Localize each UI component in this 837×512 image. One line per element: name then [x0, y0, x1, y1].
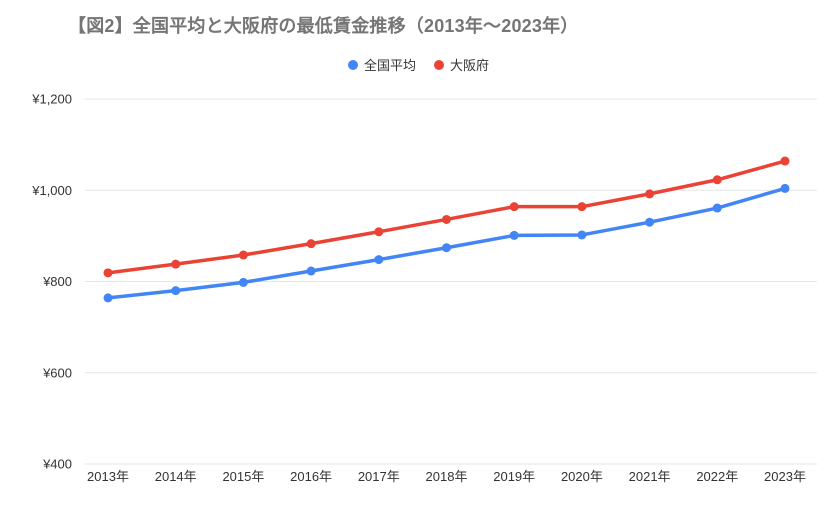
data-point-osaka-2019年 [509, 202, 519, 212]
data-point-national-average-2021年 [645, 217, 655, 227]
legend-swatch-national-average [347, 59, 358, 70]
legend: 全国平均 大阪府 [0, 55, 837, 74]
data-point-national-average-2014年 [171, 286, 181, 296]
x-axis-tick-label: 2014年 [155, 469, 197, 484]
data-point-osaka-2022年 [712, 175, 722, 185]
x-axis-tick-label: 2016年 [290, 469, 332, 484]
legend-item-osaka: 大阪府 [434, 55, 489, 74]
data-point-osaka-2015年 [238, 250, 248, 260]
x-axis-tick-label: 2021年 [629, 469, 671, 484]
data-point-national-average-2022年 [712, 203, 722, 213]
legend-swatch-osaka [434, 59, 444, 70]
y-axis-tick-label: ¥600 [42, 365, 72, 380]
legend-label-osaka: 大阪府 [450, 58, 490, 73]
line-chart: ¥400 ¥600 ¥800 ¥1,000 ¥1,200 2013年 2014年 2015年 2… [31, 92, 817, 484]
data-point-osaka-2021年 [645, 189, 655, 199]
x-axis-tick-label: 2018年 [426, 469, 468, 484]
x-axis-tick-label: 2023年 [764, 469, 806, 484]
y-axis-tick-label: ¥400 [42, 457, 72, 472]
data-point-osaka-2023年 [780, 156, 790, 166]
x-axis-tick-label: 2019年 [493, 469, 535, 484]
data-point-national-average-2015年 [238, 277, 248, 287]
data-point-osaka-2017年 [374, 227, 384, 237]
legend-label-national-average: 全国平均 [363, 58, 416, 73]
data-point-national-average-2019年 [509, 230, 519, 240]
y-axis-tick-label: ¥1,200 [31, 92, 72, 107]
data-point-national-average-2023年 [780, 183, 790, 193]
x-axis-tick-label: 2022年 [696, 469, 738, 484]
data-point-national-average-2013年 [103, 293, 113, 303]
x-axis-tick-label: 2017年 [358, 469, 400, 484]
data-point-osaka-2020年 [577, 202, 587, 212]
chart-title: 【図2】全国平均と大阪府の最低賃金推移（2013年～2023年） [68, 16, 579, 36]
data-point-national-average-2018年 [442, 243, 451, 253]
data-point-osaka-2016年 [306, 239, 316, 249]
data-point-national-average-2020年 [577, 230, 587, 240]
y-axis-tick-label: ¥1,000 [31, 183, 72, 198]
x-axis-tick-label: 2015年 [222, 469, 264, 484]
x-axis-tick-label: 2013年 [87, 469, 129, 484]
data-point-national-average-2017年 [374, 255, 384, 265]
data-point-osaka-2018年 [442, 214, 451, 224]
legend-item-national-average: 全国平均 [347, 55, 416, 74]
data-point-osaka-2013年 [103, 268, 113, 278]
x-axis-tick-label: 2020年 [561, 469, 603, 484]
data-point-national-average-2016年 [306, 266, 316, 276]
y-axis-tick-label: ¥800 [42, 274, 72, 289]
data-point-osaka-2014年 [171, 259, 181, 269]
